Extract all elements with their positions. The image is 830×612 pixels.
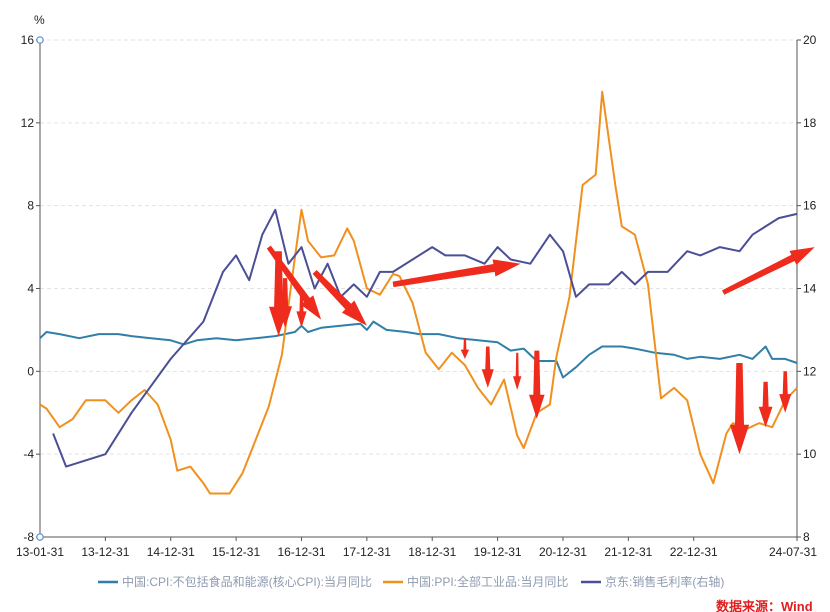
left-y-tick-label: 8: [27, 199, 34, 213]
left-y-tick-label: 16: [21, 33, 35, 47]
annotation-arrow: [722, 247, 815, 295]
axis-handle: [36, 36, 44, 44]
tick-labels: 16 12 8 4 0 -4 -8 20 18 16 14 12 10 8 13-01-31 13-12-31…: [16, 33, 817, 559]
left-y-tick-label: 4: [27, 282, 34, 296]
annotation-arrow: [460, 338, 470, 359]
x-tick-label: 16-12-31: [277, 545, 325, 559]
x-tick-label: 14-12-31: [147, 545, 195, 559]
legend: 中国:CPI:不包括食品和能源(核心CPI):当月同比 中国:PPI:全部工业品:…: [98, 574, 724, 589]
axes: %: [34, 13, 798, 538]
annotation-arrow: [513, 352, 522, 390]
right-y-tick-label: 18: [803, 116, 817, 130]
right-y-tick-label: 14: [803, 282, 817, 296]
series-line-1: [39, 320, 798, 379]
annotation-arrow: [296, 288, 307, 328]
x-tick-label: 17-12-31: [343, 545, 391, 559]
annotation-arrow: [392, 259, 521, 288]
left-y-tick-label: 0: [27, 364, 34, 378]
left-y-tick-label: -4: [23, 447, 34, 461]
source-note: 数据来源：Wind: [716, 599, 813, 612]
grid-lines: [40, 39, 797, 455]
x-tick-label: 13-01-31: [16, 545, 64, 559]
legend-item-label: 中国:PPI:全部工业品:当月同比: [407, 574, 568, 589]
annotation-arrows: [266, 245, 815, 455]
x-tick-label: 24-07-31: [769, 545, 817, 559]
annotation-arrow: [312, 270, 367, 326]
axis-handle: [36, 533, 44, 541]
x-tick-label: 18-12-31: [408, 545, 456, 559]
legend-item-label: 中国:CPI:不包括食品和能源(核心CPI):当月同比: [122, 574, 372, 589]
left-y-tick-label: 12: [21, 116, 35, 130]
annotation-arrow: [758, 381, 773, 428]
annotation-arrow: [729, 363, 750, 455]
series-line-3: [52, 208, 798, 468]
annotation-arrow: [779, 371, 792, 413]
x-tick-label: 20-12-31: [539, 545, 587, 559]
right-y-tick-label: 20: [803, 33, 817, 47]
right-y-tick-label: 16: [803, 199, 817, 213]
legend-item-label: 京东:销售毛利率(右轴): [605, 574, 724, 589]
annotation-arrow: [278, 278, 292, 328]
x-tick-label: 21-12-31: [604, 545, 652, 559]
x-tick-label: 19-12-31: [474, 545, 522, 559]
right-y-tick-label: 8: [803, 530, 810, 544]
x-tick-label: 15-12-31: [212, 545, 260, 559]
x-tick-label: 22-12-31: [670, 545, 718, 559]
left-axis-unit: %: [34, 13, 45, 27]
annotation-arrow: [481, 346, 494, 388]
annotation-arrow: [529, 350, 545, 419]
right-y-tick-label: 12: [803, 364, 817, 378]
series-lines: [39, 90, 798, 495]
right-y-tick-label: 10: [803, 447, 817, 461]
left-y-tick-label: -8: [23, 530, 34, 544]
series-line-2: [39, 90, 798, 495]
x-tick-label: 13-12-31: [81, 545, 129, 559]
